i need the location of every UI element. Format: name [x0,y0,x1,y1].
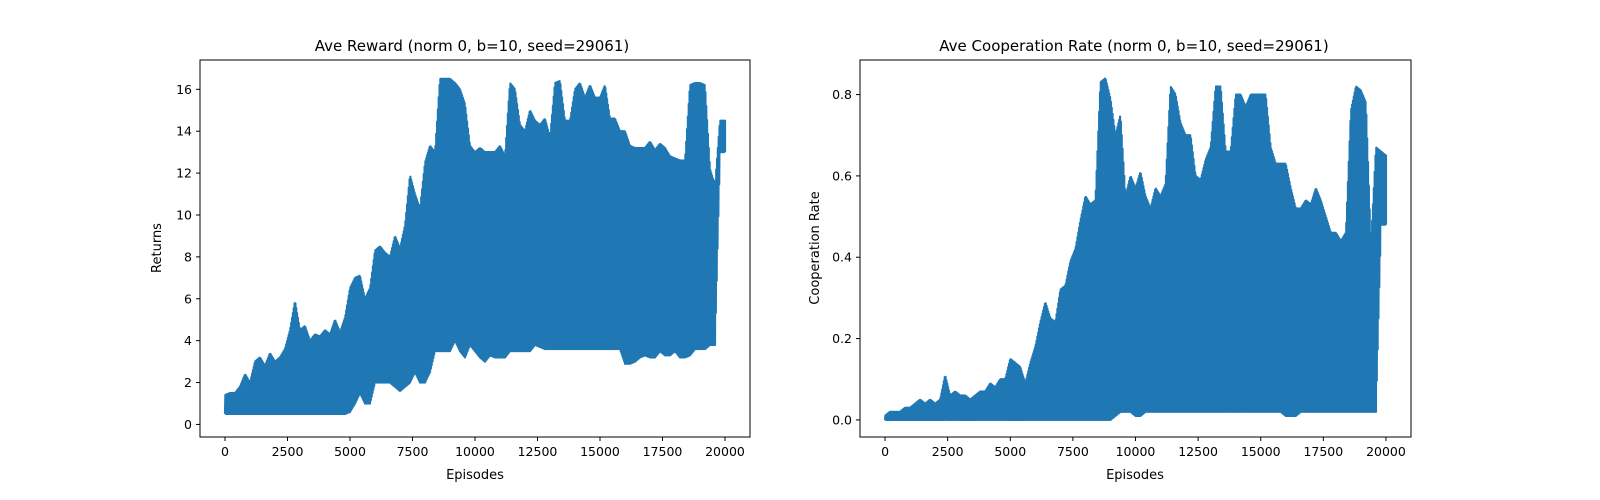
cooperation-y-ticks: 0.0 0.2 0.4 0.6 0.8 [832,87,860,427]
cooperation-y-tick-label: 0.2 [832,331,852,346]
reward-x-tick-label: 5000 [334,444,366,459]
reward-y-tick-label: 12 [176,166,192,181]
reward-y-axis-label: Returns [150,223,165,273]
reward-y-tick-label: 8 [184,249,192,264]
cooperation-x-tick-label: 5000 [994,444,1026,459]
cooperation-y-axis-label: Cooperation Rate [808,191,823,304]
cooperation-x-tick-label: 0 [881,444,889,459]
cooperation-y-tick-label: 0.6 [832,168,852,183]
cooperation-x-tick-label: 10000 [1116,444,1156,459]
reward-y-tick-label: 2 [184,375,192,390]
reward-y-tick-label: 10 [176,207,192,222]
cooperation-x-axis-label: Episodes [1106,468,1164,483]
reward-series-line-0 [223,77,727,416]
cooperation-y-tick-label: 0.4 [832,250,852,265]
reward-x-tick-label: 7500 [397,444,429,459]
cooperation-y-tick-label: 0.8 [832,87,852,102]
cooperation-chart: Ave Cooperation Rate (norm 0, b=10, seed… [808,37,1412,483]
reward-x-axis-label: Episodes [446,468,504,483]
cooperation-series-line-0 [883,77,1388,422]
reward-y-tick-label: 6 [184,291,192,306]
cooperation-x-tick-label: 15000 [1241,444,1281,459]
cooperation-x-tick-label: 17500 [1303,444,1343,459]
reward-chart-title: Ave Reward (norm 0, b=10, seed=29061) [315,37,629,55]
cooperation-x-tick-label: 7500 [1057,444,1089,459]
cooperation-x-tick-label: 2500 [932,444,964,459]
reward-y-tick-label: 0 [184,417,192,432]
reward-y-ticks: 0 2 4 6 8 10 12 14 16 [176,82,200,432]
reward-plot-area [223,77,727,416]
reward-x-tick-label: 2500 [272,444,304,459]
reward-y-tick-label: 16 [176,82,192,97]
cooperation-y-tick-label: 0.0 [832,412,852,427]
reward-x-tick-label: 0 [221,444,229,459]
reward-x-tick-label: 10000 [455,444,495,459]
cooperation-chart-title: Ave Cooperation Rate (norm 0, b=10, seed… [939,37,1328,55]
cooperation-x-tick-label: 20000 [1366,444,1406,459]
cooperation-x-ticks: 0 2500 5000 7500 10000 12500 15000 17500 20000 [881,437,1406,459]
reward-y-tick-label: 14 [176,124,192,139]
reward-chart: Ave Reward (norm 0, b=10, seed=29061) 0 2… [150,37,751,483]
cooperation-plot-area [883,77,1388,422]
reward-x-ticks: 0 2500 5000 7500 10000 12500 15000 17500 20000 [221,437,745,459]
reward-x-tick-label: 12500 [518,444,558,459]
reward-x-tick-label: 17500 [643,444,683,459]
reward-x-tick-label: 15000 [580,444,620,459]
reward-y-tick-label: 4 [184,333,192,348]
reward-x-tick-label: 20000 [705,444,745,459]
cooperation-x-tick-label: 12500 [1178,444,1218,459]
